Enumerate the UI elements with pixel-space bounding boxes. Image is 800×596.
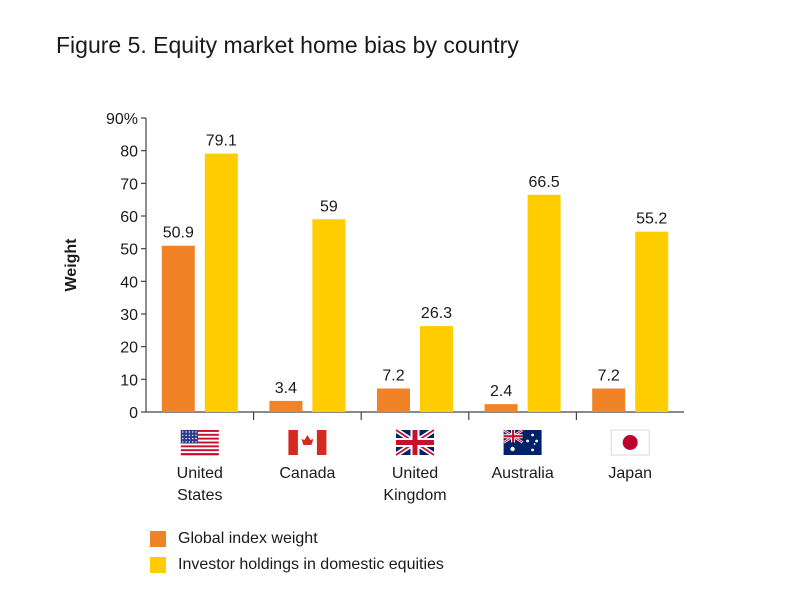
y-tick-label: 80 xyxy=(120,144,138,161)
data-label: 7.2 xyxy=(382,367,404,384)
category-label: States xyxy=(177,487,222,504)
legend-label-domestic: Investor holdings in domestic equities xyxy=(178,556,444,573)
legend-item-domestic: Investor holdings in domestic equities xyxy=(150,552,444,578)
bar-global xyxy=(592,388,626,412)
category-label: United xyxy=(177,465,223,482)
bar-domestic xyxy=(635,231,669,412)
chart-legend: Global index weight Investor holdings in… xyxy=(150,526,444,578)
data-label: 59 xyxy=(320,198,338,215)
y-tick-label: 70 xyxy=(120,176,138,193)
legend-swatch-domestic xyxy=(150,557,166,573)
y-axis-title: Weight xyxy=(63,238,80,292)
flag-canada-icon xyxy=(288,430,327,455)
bar-domestic xyxy=(527,194,561,412)
flag-australia-icon xyxy=(502,428,542,455)
y-tick-label: 60 xyxy=(120,209,138,226)
flag-uk-icon xyxy=(394,427,436,458)
y-tick-label: 40 xyxy=(120,274,138,291)
data-label: 3.4 xyxy=(275,380,297,397)
flag-japan-icon xyxy=(610,429,650,456)
legend-swatch-global xyxy=(150,531,166,547)
bar-global xyxy=(484,404,518,412)
data-label: 50.9 xyxy=(163,225,194,242)
y-tick-label: 50 xyxy=(120,242,138,259)
figure-title: Figure 5. Equity market home bias by cou… xyxy=(56,32,519,58)
legend-item-global: Global index weight xyxy=(150,526,444,552)
category-label: Australia xyxy=(491,465,553,482)
data-label: 79.1 xyxy=(206,133,237,150)
bar-domestic xyxy=(420,326,453,412)
y-tick-label: 30 xyxy=(120,307,138,324)
data-label: 55.2 xyxy=(636,211,667,228)
bar-global xyxy=(161,245,195,412)
data-label: 2.4 xyxy=(490,383,512,400)
bar-domestic xyxy=(204,153,238,412)
data-label: 66.5 xyxy=(529,174,560,191)
bar-domestic xyxy=(312,219,346,412)
data-label: 26.3 xyxy=(421,305,452,322)
bar-global xyxy=(269,400,303,412)
data-label: 7.2 xyxy=(598,367,620,384)
y-tick-label: 0 xyxy=(129,405,138,422)
legend-label-global: Global index weight xyxy=(178,530,318,547)
y-tick-label: 10 xyxy=(120,372,138,389)
y-tick-label: 90% xyxy=(106,111,138,128)
category-label: United xyxy=(392,465,438,482)
bar-global xyxy=(377,388,410,412)
category-label: Kingdom xyxy=(383,487,446,504)
flag-us-icon xyxy=(180,430,219,456)
y-tick-label: 20 xyxy=(120,340,138,357)
category-label: Canada xyxy=(279,465,335,482)
category-label: Japan xyxy=(608,465,652,482)
